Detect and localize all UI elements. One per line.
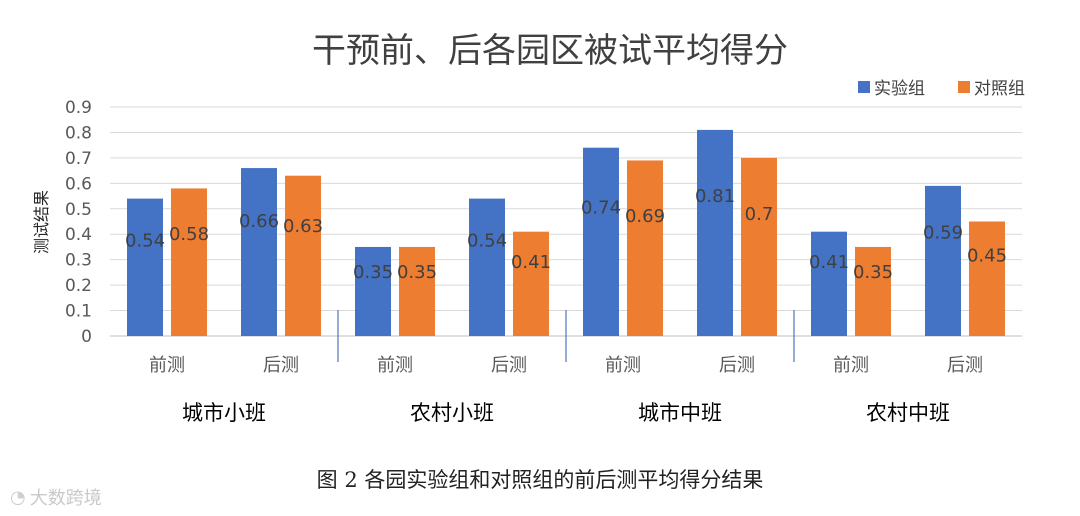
bar-series2 (399, 246, 435, 336)
data-label: 0.63 (283, 216, 323, 237)
data-label: 0.59 (923, 222, 963, 243)
y-axis-ticks: 0 0.1 0.2 0.3 0.4 0.5 0.6 0.7 0.8 0.9 (65, 98, 92, 347)
bar-series1 (355, 246, 391, 336)
x-tick-label: 后测 (491, 355, 527, 376)
data-label: 0.41 (809, 252, 849, 273)
data-label: 0.41 (511, 252, 551, 273)
data-label: 0.74 (581, 198, 621, 219)
x-tick-label: 前测 (149, 355, 185, 376)
y-tick-label: 0.4 (65, 225, 92, 245)
y-axis-label: 测试结果 (32, 190, 51, 254)
bar-series2 (513, 231, 549, 336)
bar-series2 (741, 157, 777, 336)
group-label: 城市中班 (638, 401, 722, 425)
data-label: 0.35 (397, 262, 437, 283)
x-tick-label: 后测 (263, 355, 299, 376)
legend-label: 实验组 (874, 79, 925, 99)
y-tick-label: 0.2 (65, 276, 92, 296)
legend: 实验组 对照组 (858, 79, 1025, 99)
figure-caption: 图 2 各园实验组和对照组的前后测平均得分结果 (316, 468, 764, 492)
x-tick-label: 后测 (947, 355, 983, 376)
y-tick-label: 0.7 (65, 149, 92, 169)
y-tick-label: 0.6 (65, 174, 92, 194)
bar-series1 (241, 168, 277, 336)
data-label: 0.35 (853, 262, 893, 283)
y-tick-label: 0 (81, 327, 92, 347)
data-label: 0.45 (967, 246, 1007, 267)
bar-series2 (855, 246, 891, 336)
bar-series2 (627, 160, 663, 336)
legend-label: 对照组 (974, 79, 1025, 99)
bar-series1 (127, 198, 163, 336)
chart-title: 干预前、后各园区被试平均得分 (312, 31, 788, 71)
x-tick-label: 前测 (833, 355, 869, 376)
y-tick-label: 0.9 (65, 98, 92, 118)
data-label: 0.7 (745, 204, 774, 225)
y-tick-label: 0.1 (65, 302, 92, 322)
y-tick-label: 0.3 (65, 251, 92, 271)
y-tick-label: 0.5 (65, 200, 92, 220)
watermark: ◔ 大数跨境 (10, 484, 102, 510)
data-label: 0.81 (695, 186, 735, 207)
bar-series1 (697, 129, 733, 336)
data-label: 0.69 (625, 206, 665, 227)
data-label: 0.35 (353, 262, 393, 283)
data-label: 0.54 (467, 231, 507, 252)
bar-series1 (925, 185, 961, 336)
data-label: 0.66 (239, 211, 279, 232)
x-tick-label: 前测 (605, 355, 641, 376)
watermark-text: 大数跨境 (29, 488, 102, 509)
x-tick-label: 后测 (719, 355, 755, 376)
group-label: 农村中班 (866, 401, 950, 425)
bar-chart: 干预前、后各园区被试平均得分 实验组 对照组 测试结果 0 0.1 0.2 0.3 0.4… (32, 31, 1025, 425)
bar-series1 (583, 147, 619, 336)
bar-series2 (969, 221, 1005, 336)
data-label: 0.58 (169, 224, 209, 245)
bar-series2 (171, 188, 207, 336)
legend-swatch (958, 81, 970, 93)
bar-series1 (811, 231, 847, 336)
bar-series: 0.54 0.66 0.35 0.54 0.74 0.81 0.41 0.59 0.58 0.63… (125, 129, 1007, 336)
group-label: 城市小班 (182, 401, 266, 425)
bar-series1 (469, 198, 505, 336)
data-label: 0.54 (125, 231, 165, 252)
legend-swatch (858, 81, 870, 93)
y-tick-label: 0.8 (65, 123, 92, 143)
weibo-logo-icon: ◔ (10, 486, 26, 508)
bar-series2 (285, 175, 321, 336)
x-tick-label: 前测 (377, 355, 413, 376)
group-label: 农村小班 (410, 401, 494, 425)
